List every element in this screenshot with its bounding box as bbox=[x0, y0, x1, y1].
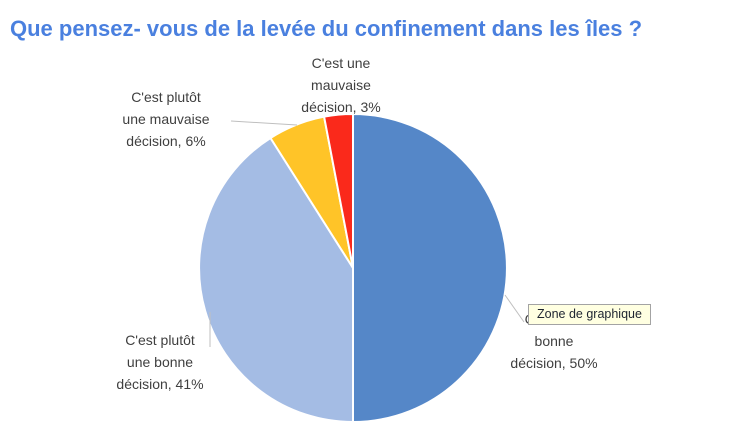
pie-slice-4-3pct[interactable] bbox=[323, 112, 354, 269]
chart-area-tooltip: Zone de graphique bbox=[528, 304, 651, 325]
data-label-plutot-mauvaise-6pct: C'est plutôt une mauvaise décision, 6% bbox=[122, 89, 210, 149]
leader-lines bbox=[209, 120, 525, 347]
chart-title: Que pensez- vous de la levée du confinem… bbox=[10, 16, 643, 41]
data-label-plutot-bonne-41pct: C'est plutôt une bonne décision, 41% bbox=[116, 332, 204, 392]
leader-line-6pct bbox=[230, 120, 298, 126]
data-label-mauvaise-3pct: C'est une mauvaise décision, 3% bbox=[301, 55, 381, 115]
pie-slices bbox=[198, 112, 508, 423]
pie-slice-1-50pct[interactable] bbox=[352, 113, 508, 423]
leader-line-50pct bbox=[504, 294, 525, 323]
